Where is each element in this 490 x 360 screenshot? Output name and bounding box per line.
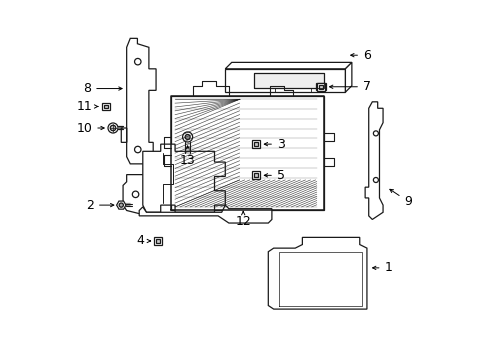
Circle shape	[132, 191, 139, 198]
Circle shape	[119, 203, 123, 207]
Circle shape	[110, 125, 116, 131]
Bar	[156, 239, 160, 243]
Circle shape	[185, 134, 190, 139]
Circle shape	[373, 131, 378, 136]
Circle shape	[135, 58, 141, 65]
Polygon shape	[254, 73, 324, 88]
Text: 12: 12	[235, 211, 251, 228]
Polygon shape	[225, 69, 345, 92]
Polygon shape	[123, 175, 156, 214]
Bar	[154, 237, 162, 245]
Bar	[252, 140, 260, 148]
Circle shape	[373, 177, 378, 183]
Bar	[104, 104, 108, 108]
Polygon shape	[122, 39, 156, 164]
Polygon shape	[365, 102, 383, 220]
Polygon shape	[172, 96, 324, 211]
Polygon shape	[269, 237, 367, 309]
Bar	[254, 142, 258, 146]
Bar	[102, 103, 110, 111]
Polygon shape	[117, 201, 126, 209]
Bar	[254, 174, 258, 177]
Bar	[319, 85, 323, 89]
Polygon shape	[143, 144, 225, 212]
Circle shape	[135, 146, 141, 153]
Circle shape	[108, 123, 118, 133]
Bar	[252, 171, 260, 179]
Polygon shape	[225, 62, 352, 69]
Text: 11: 11	[76, 100, 98, 113]
Polygon shape	[345, 62, 352, 92]
Text: 8: 8	[83, 82, 122, 95]
Bar	[317, 83, 325, 91]
Circle shape	[183, 132, 193, 142]
Text: 2: 2	[86, 199, 114, 212]
Text: 5: 5	[264, 169, 285, 182]
Text: 3: 3	[264, 138, 285, 150]
Text: 1: 1	[372, 261, 392, 274]
Text: 7: 7	[330, 80, 371, 93]
Text: 10: 10	[76, 122, 104, 135]
Text: 4: 4	[136, 234, 150, 247]
Text: 13: 13	[180, 146, 196, 167]
Text: 6: 6	[351, 49, 371, 62]
Text: 9: 9	[390, 189, 412, 208]
Bar	[318, 85, 323, 89]
Polygon shape	[139, 205, 272, 223]
Bar	[317, 83, 326, 90]
